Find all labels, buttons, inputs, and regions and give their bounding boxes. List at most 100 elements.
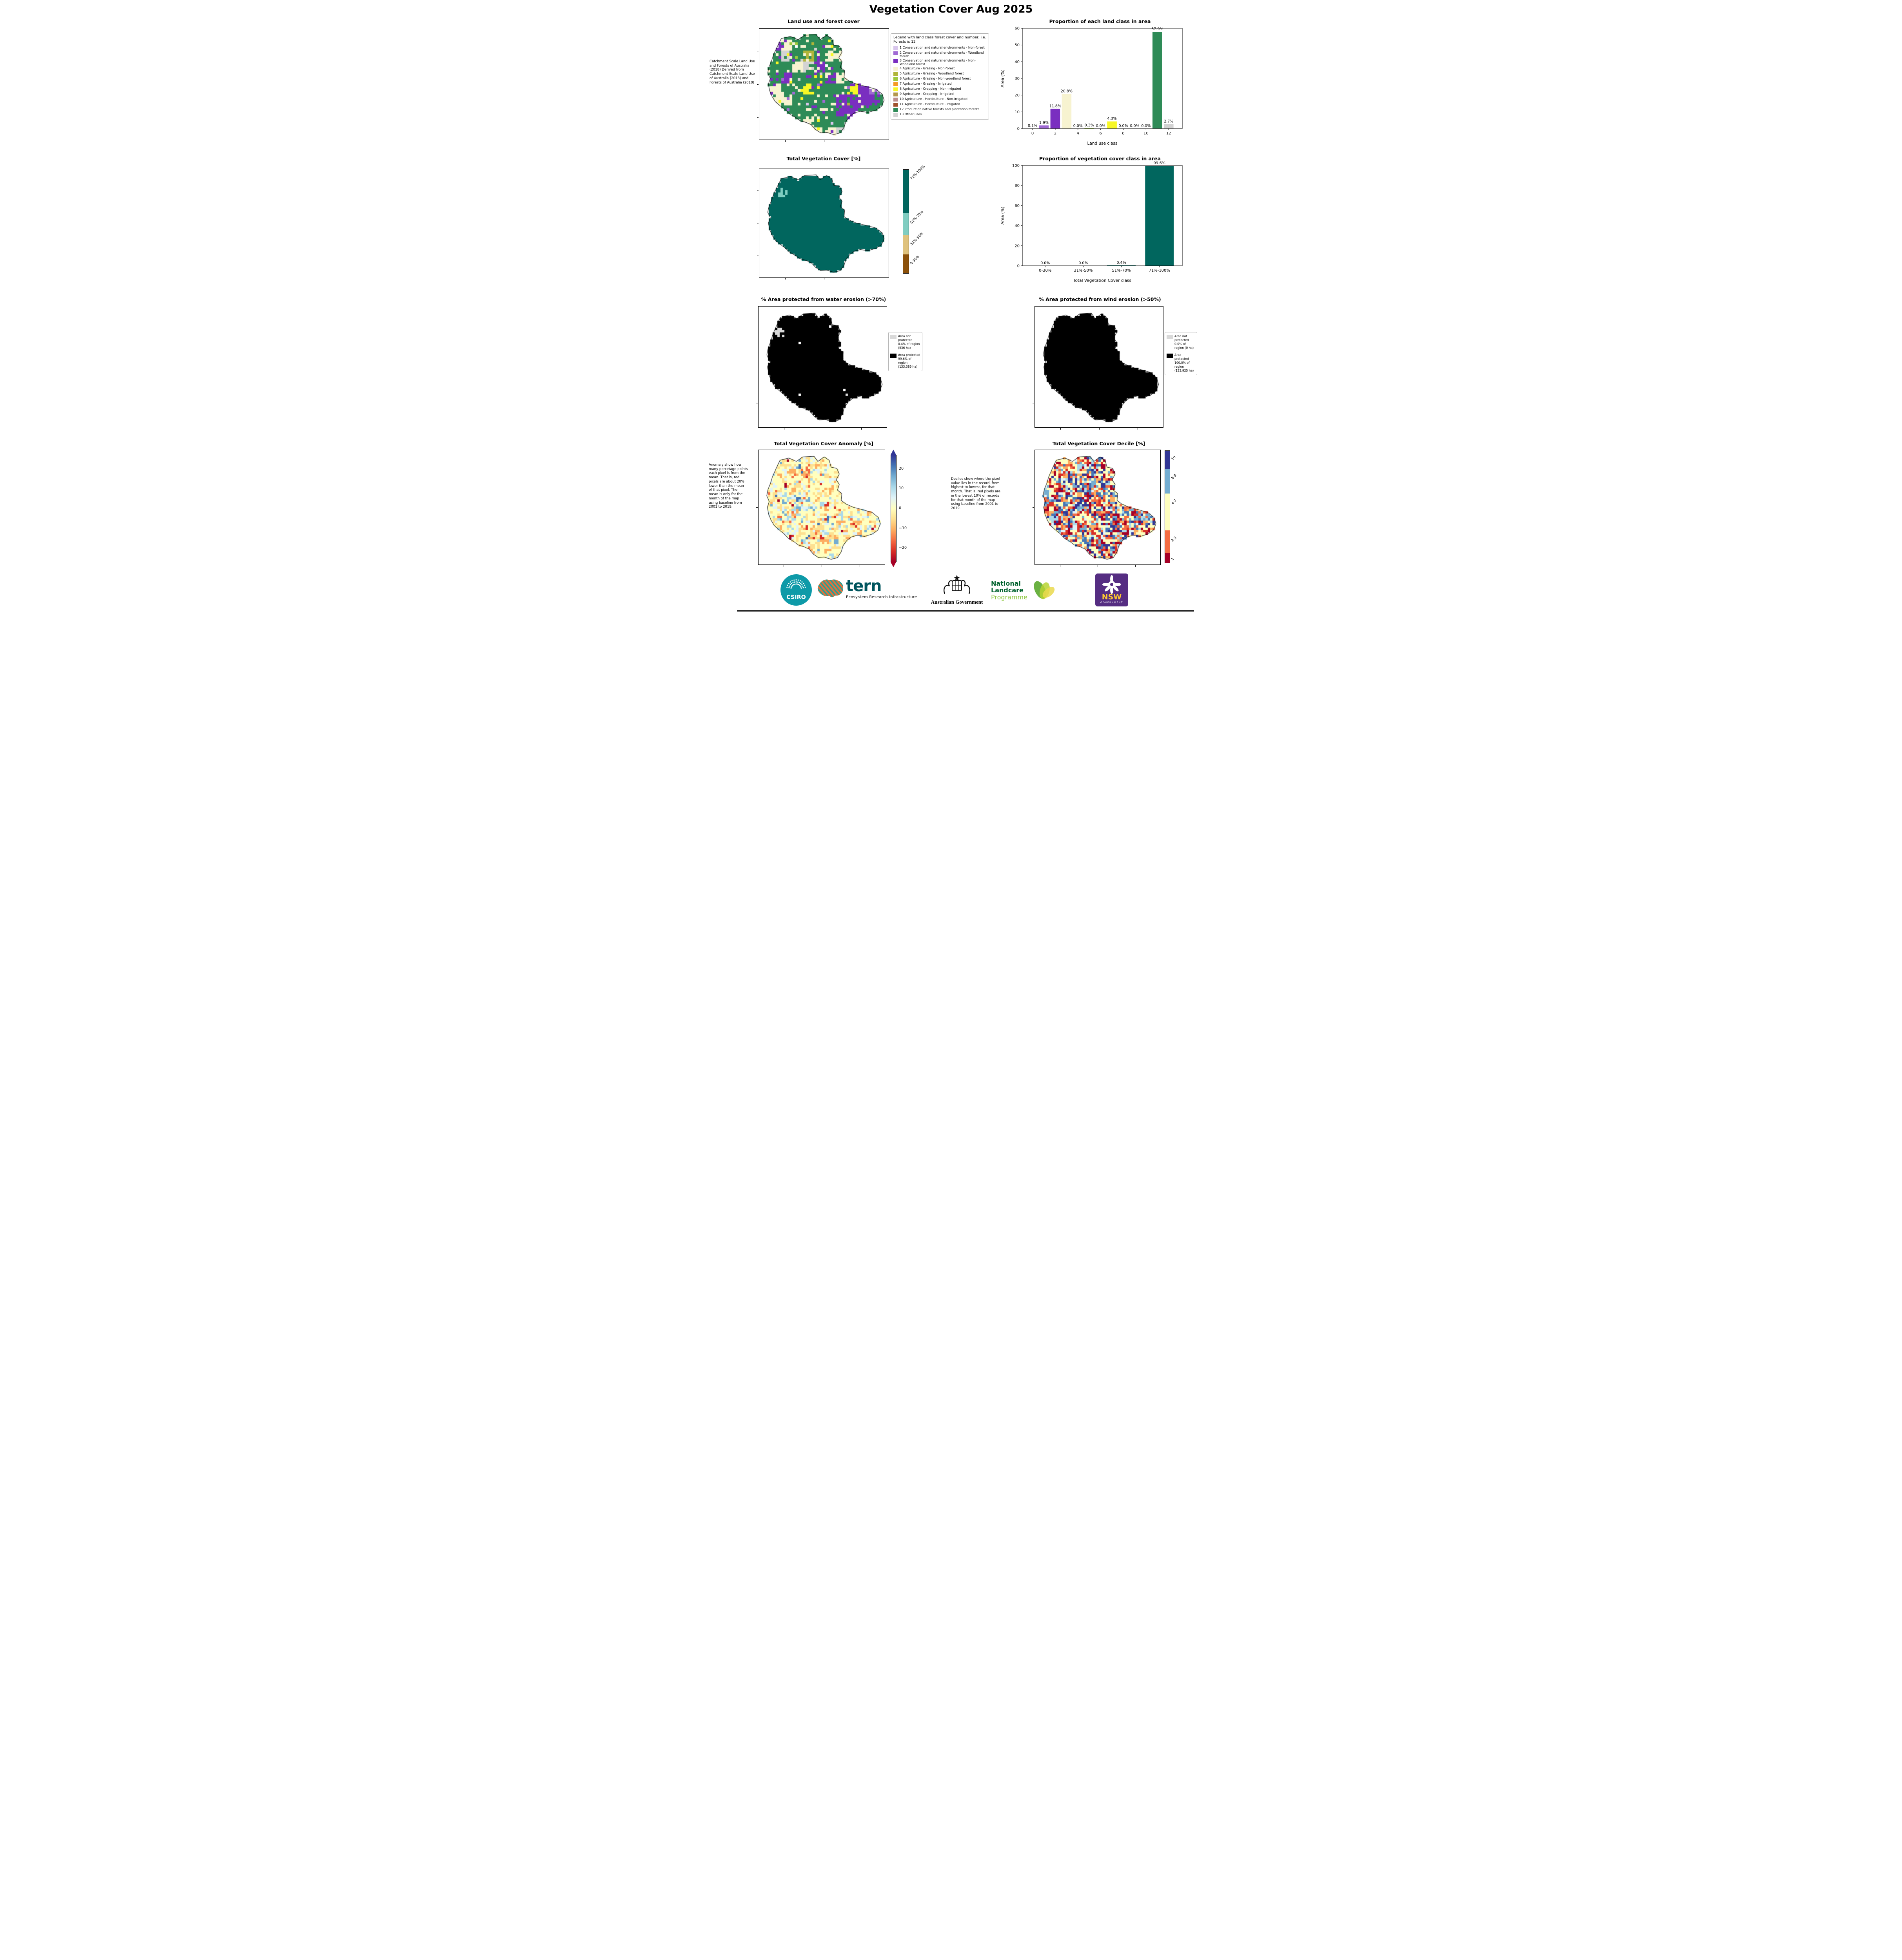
panel-water-erosion: % Area protected from water erosion (>70…	[708, 294, 951, 439]
colorbar-label: 10	[1171, 455, 1177, 461]
csiro-dot	[795, 579, 797, 581]
csiro-dot	[793, 579, 795, 581]
bar-8	[1107, 121, 1117, 129]
map-tick	[756, 507, 758, 508]
csiro-circle	[780, 574, 812, 606]
csiro-dot	[791, 583, 792, 584]
nsw-wordmark: NSW	[1102, 593, 1122, 601]
landuse-map-frame	[757, 28, 889, 142]
csiro-dot	[793, 584, 795, 585]
chart-text: 8	[1122, 131, 1124, 136]
chart-text: 71%-100%	[1149, 269, 1170, 273]
landuse-map-title: Land use and forest cover	[788, 18, 860, 24]
water-map-canvas	[759, 307, 887, 427]
map-tick	[861, 428, 862, 430]
chart-text: 0.0%	[1040, 261, 1050, 265]
crest-kangaroo	[944, 580, 953, 594]
chart-text: 100	[1012, 164, 1020, 168]
chart-text: 12	[1166, 131, 1171, 136]
csiro-dot	[792, 582, 794, 583]
landuse-legend-item: 1 Conservation and natural environments …	[893, 46, 986, 50]
crest-emu	[961, 580, 970, 594]
tern-logo: tern Ecosystem Research Infrastructure	[846, 578, 917, 599]
chart-text: Area (%)	[1000, 69, 1005, 87]
landuse-legend-item: 3 Conservation and natural environments …	[893, 59, 986, 66]
csiro-dot	[789, 584, 791, 586]
landuse-share-svg: 0 10 20 30 40 50 60 0 2 4 6 8 10 12 0.1%1.9% 11.8% 20.8%…	[1000, 27, 1183, 146]
csiro-dot	[804, 586, 806, 588]
landuse-legend-item: 5 Agriculture - Grazing - Woodland fores…	[893, 72, 986, 76]
colorbar-segment	[1165, 468, 1170, 494]
landuse-legend-item: 12 Production native forests and plantat…	[893, 107, 986, 112]
panel-vegcover-chart: Proportion of vegetation cover class in …	[951, 154, 1194, 294]
vegcover-map-frame	[757, 169, 889, 279]
colorbar-label: 8-9	[1171, 474, 1178, 481]
chart-text: 10	[1143, 131, 1149, 136]
legend-swatch	[1167, 335, 1173, 339]
panel-vegcover-map: Total Vegetation Cover [%] 71%-100% 51%-7…	[708, 154, 951, 294]
colorbar-segment	[903, 170, 909, 213]
csiro-logo: CSIRO	[780, 574, 812, 607]
landuse-caption: Catchment Scale Land Use and Forests of …	[710, 60, 755, 85]
chart-text: 0	[1017, 264, 1020, 269]
decile-colorbar: 10 8-9 4-7 2-3 1	[1165, 450, 1192, 563]
csiro-dot	[799, 580, 801, 582]
axes-frame	[1022, 165, 1183, 266]
landuse-map-canvas	[759, 29, 889, 140]
nsw-logo-svg: NSW GOVERNMENT	[1095, 573, 1128, 606]
colorbar-gradient	[891, 455, 897, 562]
legend-label: 2 Conservation and natural environments …	[900, 51, 984, 58]
legend-label: 6 Agriculture - Grazing - Non-woodland f…	[900, 77, 971, 81]
chart-text: 40	[1015, 224, 1020, 228]
page-title: Vegetation Cover Aug 2025	[869, 3, 1033, 15]
csiro-dot	[803, 583, 804, 584]
report-page: Vegetation Cover Aug 2025 Land use and f…	[708, 0, 1197, 612]
landuse-legend-item: 4 Agriculture - Grazing - Non-forest	[893, 67, 986, 71]
colorbar-tick-label: −20	[899, 546, 907, 550]
chart-text: 0.1%	[1028, 124, 1037, 128]
legend-label: Area protected 100.0% of region (133,925…	[1174, 353, 1194, 372]
water-erosion-legend: Area not protected 0.4% of region (536 h…	[888, 332, 922, 371]
vegcover-chart-title: Proportion of vegetation cover class in …	[1039, 156, 1161, 162]
australia-art-svg	[817, 579, 844, 597]
chart-text: 60	[1015, 27, 1020, 31]
legend-swatch	[893, 82, 898, 87]
bar-3	[1050, 109, 1060, 129]
chart-text: 11.8%	[1049, 104, 1061, 109]
chart-text: Total Vegetation Cover class	[1073, 278, 1131, 283]
colorbar-body	[903, 169, 909, 274]
landuse-legend: Legend with land class forest cover and …	[891, 33, 989, 120]
chart-text: 60	[1015, 204, 1020, 208]
colorbar-body	[1165, 450, 1170, 563]
chart-text: 0	[1031, 131, 1034, 136]
chart-text: 0-30%	[1039, 269, 1051, 273]
csiro-dot	[798, 584, 799, 585]
anomaly-map-frame	[756, 450, 885, 567]
csiro-dot	[799, 582, 800, 583]
map-tick	[785, 140, 786, 142]
legend-swatch	[890, 354, 897, 358]
map-tick	[1135, 565, 1136, 567]
vegcover-share-svg: 0 20 40 60 80 100 0-30% 31%-50% 51%-70% 71%-100% 0…	[1000, 161, 1183, 283]
chart-text: 57.9%	[1151, 27, 1163, 31]
landcare-leaves-icon	[1034, 581, 1055, 599]
chart-text: 2.7%	[1164, 119, 1173, 123]
decile-map-canvas	[1035, 450, 1160, 564]
decile-map-frame	[1033, 450, 1161, 567]
chart-text: 50	[1015, 43, 1020, 47]
australia-shape	[817, 579, 844, 597]
landcare-line2: Landcare	[991, 586, 1024, 594]
panel-landuse-map: Land use and forest cover Catchment Scal…	[708, 16, 989, 154]
legend-label: 12 Production native forests and plantat…	[900, 107, 980, 111]
vegcover-map-title: Total Vegetation Cover [%]	[786, 156, 861, 162]
csiro-dot	[790, 587, 792, 589]
nsw-government-text: GOVERNMENT	[1100, 601, 1123, 604]
csiro-dot	[791, 586, 792, 588]
colorbar-segment	[903, 235, 909, 255]
landuse-legend-item: 11 Agriculture - Horticulture - Irrigate…	[893, 102, 986, 107]
colorbar-label: 1	[1171, 557, 1175, 562]
legend-label: 8 Agriculture - Cropping - Non-irrigated	[900, 87, 961, 91]
csiro-dot	[800, 583, 802, 584]
panel-decile: Total Vegetation Cover Decile [%] Decile…	[951, 439, 1194, 570]
landcare-text: National Landcare Programme	[991, 580, 1027, 601]
